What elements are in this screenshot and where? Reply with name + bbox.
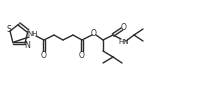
Text: NH: NH [28, 31, 38, 37]
Text: O: O [79, 52, 85, 61]
Text: O: O [41, 52, 47, 61]
Text: N: N [24, 40, 30, 49]
Text: O: O [91, 29, 97, 38]
Text: S: S [6, 24, 12, 33]
Text: O: O [121, 23, 127, 31]
Text: HN: HN [119, 39, 129, 45]
